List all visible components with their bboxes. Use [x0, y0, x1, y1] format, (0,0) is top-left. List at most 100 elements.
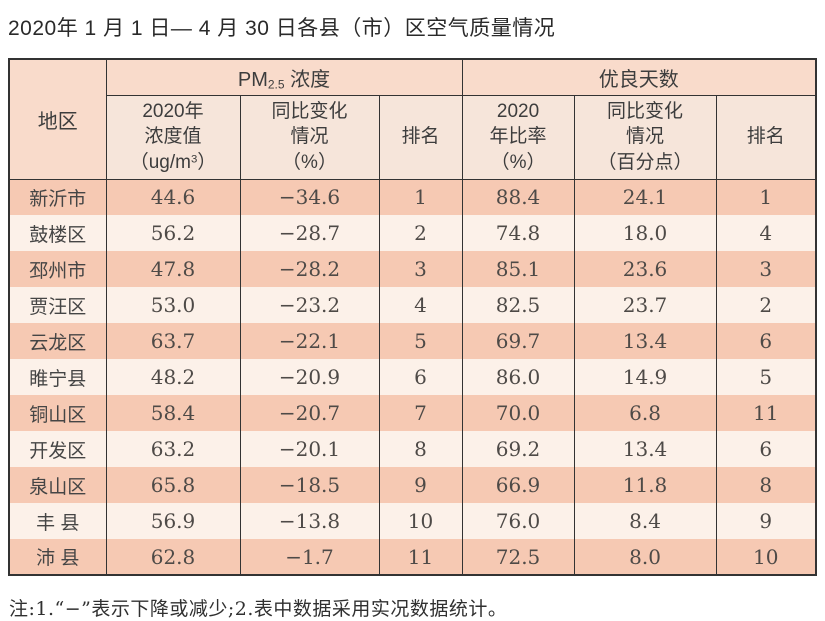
header-line: （ug/m3） — [107, 150, 240, 175]
cell-pm_rank: 4 — [378, 287, 463, 323]
cell-pm_value: 47.8 — [105, 251, 241, 287]
table-row: 开发区 63.2 −20.1 8 69.2 13.4 6 — [8, 431, 817, 467]
table-row: 云龙区 63.7 −22.1 5 69.7 13.4 6 — [8, 323, 817, 359]
table-body: 新沂市 44.6 −34.6 1 88.4 24.1 1 鼓楼区 56.2 −28.7 2 74.8 1… — [8, 179, 817, 575]
cell-good_rank: 2 — [715, 287, 817, 323]
column-header-good-rank: 排名 — [715, 95, 817, 179]
air-quality-table: 地区 PM2.5 浓度 优良天数 2020年 浓度值 （ug/m3） 同比变化 … — [8, 58, 818, 576]
cell-good_rank: 5 — [715, 359, 817, 395]
cell-region: 贾汪区 — [8, 287, 107, 323]
table-row: 鼓楼区 56.2 −28.7 2 74.8 18.0 4 — [8, 215, 817, 251]
cell-good_rank: 9 — [715, 503, 817, 539]
header-line: 2020 — [496, 101, 540, 123]
cell-good_change: 18.0 — [573, 215, 717, 251]
column-header-good-rate: 2020 年比率 （%） — [461, 95, 575, 179]
cell-pm_value: 62.8 — [105, 539, 241, 575]
cell-pm_rank: 9 — [378, 467, 463, 503]
cell-good_change: 13.4 — [573, 431, 717, 467]
cell-pm_rank: 5 — [378, 323, 463, 359]
cell-region: 泉山区 — [8, 467, 107, 503]
cell-good_rank: 1 — [715, 179, 817, 215]
cell-pm_rank: 8 — [378, 431, 463, 467]
cell-pm_value: 56.9 — [105, 503, 241, 539]
cell-good_rank: 11 — [715, 395, 817, 431]
cell-region: 邳州市 — [8, 251, 107, 287]
cell-good_rate: 82.5 — [461, 287, 575, 323]
cell-good_change: 14.9 — [573, 359, 717, 395]
header-line: 同比变化 — [271, 101, 348, 123]
header-line: 情况 — [626, 126, 665, 148]
column-header-pm-rank: 排名 — [378, 95, 463, 179]
cell-region: 睢宁县 — [8, 359, 107, 395]
cell-good_change: 23.6 — [573, 251, 717, 287]
cell-pm_rank: 2 — [378, 215, 463, 251]
pm25-prefix: PM — [237, 68, 268, 91]
cell-pm_rank: 6 — [378, 359, 463, 395]
group-header-pm25: PM2.5 浓度 — [105, 59, 463, 96]
cell-region: 铜山区 — [8, 395, 107, 431]
cell-good_rate: 88.4 — [461, 179, 575, 215]
cell-region: 云龙区 — [8, 323, 107, 359]
cell-pm_value: 58.4 — [105, 395, 241, 431]
cell-good_rank: 6 — [715, 431, 817, 467]
cell-region: 新沂市 — [8, 179, 107, 215]
header-line: 同比变化 — [607, 101, 684, 123]
cell-good_change: 8.4 — [573, 503, 717, 539]
cell-pm_value: 63.2 — [105, 431, 241, 467]
pm25-suffix: 浓度 — [284, 68, 331, 91]
cell-good_rate: 70.0 — [461, 395, 575, 431]
cell-pm_value: 48.2 — [105, 359, 241, 395]
cell-pm_change: −20.1 — [239, 431, 380, 467]
cell-pm_change: −22.1 — [239, 323, 380, 359]
sub-header-row: 2020年 浓度值 （ug/m3） 同比变化 情况 （%） 排名 2020 年比… — [9, 95, 817, 179]
cell-pm_value: 63.7 — [105, 323, 241, 359]
cell-good_change: 23.7 — [573, 287, 717, 323]
header-line: （百分点） — [597, 151, 693, 173]
header-line: 浓度值 — [144, 126, 202, 148]
table-row: 沛 县 62.8 −1.7 11 72.5 8.0 10 — [8, 539, 817, 575]
cell-pm_rank: 1 — [378, 179, 463, 215]
page-title: 2020年 1 月 1 日— 4 月 30 日各县（市）区空气质量情况 — [8, 17, 556, 40]
cell-pm_value: 53.0 — [105, 287, 241, 323]
cell-region: 鼓楼区 — [8, 215, 107, 251]
header-line: （%） — [490, 151, 546, 173]
table-row: 新沂市 44.6 −34.6 1 88.4 24.1 1 — [8, 179, 817, 215]
unit-close: ） — [197, 151, 217, 173]
table-row: 铜山区 58.4 −20.7 7 70.0 6.8 11 — [8, 395, 817, 431]
cell-good_rate: 74.8 — [461, 215, 575, 251]
table-row: 丰 县 56.9 −13.8 10 76.0 8.4 9 — [8, 503, 817, 539]
cell-good_rate: 69.2 — [461, 431, 575, 467]
cell-good_rank: 4 — [715, 215, 817, 251]
table-row: 睢宁县 48.2 −20.9 6 86.0 14.9 5 — [8, 359, 817, 395]
table-row: 贾汪区 53.0 −23.2 4 82.5 23.7 2 — [8, 287, 817, 323]
cell-pm_rank: 11 — [378, 539, 463, 575]
table-row: 邳州市 47.8 −28.2 3 85.1 23.6 3 — [8, 251, 817, 287]
cell-good_rate: 86.0 — [461, 359, 575, 395]
cell-pm_rank: 3 — [378, 251, 463, 287]
cell-good_change: 8.0 — [573, 539, 717, 575]
cell-good_rate: 69.7 — [461, 323, 575, 359]
column-header-good-change: 同比变化 情况 （百分点） — [573, 95, 717, 179]
cell-pm_value: 44.6 — [105, 179, 241, 215]
cell-good_rank: 3 — [715, 251, 817, 287]
cell-good_change: 6.8 — [573, 395, 717, 431]
cell-pm_change: −20.9 — [239, 359, 380, 395]
table-row: 泉山区 65.8 −18.5 9 66.9 11.8 8 — [8, 467, 817, 503]
cell-pm_value: 56.2 — [105, 215, 241, 251]
unit-open: （ug/m — [129, 151, 191, 173]
cell-good_change: 11.8 — [573, 467, 717, 503]
cell-good_rank: 10 — [715, 539, 817, 575]
cell-pm_rank: 10 — [378, 503, 463, 539]
pm25-subscript: 2.5 — [267, 77, 285, 92]
cell-good_rate: 76.0 — [461, 503, 575, 539]
footnote: 注:1.“−”表示下降或减少;2.表中数据采用实况数据统计。 — [9, 598, 508, 620]
cell-pm_change: −34.6 — [239, 179, 380, 215]
cell-pm_change: −23.2 — [239, 287, 380, 323]
header-line: 年比率 — [489, 126, 547, 148]
cell-pm_change: −20.7 — [239, 395, 380, 431]
table-header: 地区 PM2.5 浓度 优良天数 2020年 浓度值 （ug/m3） 同比变化 … — [8, 59, 817, 179]
cell-good_rank: 6 — [715, 323, 817, 359]
header-line: 2020年 — [142, 101, 204, 123]
cell-pm_change: −28.2 — [239, 251, 380, 287]
